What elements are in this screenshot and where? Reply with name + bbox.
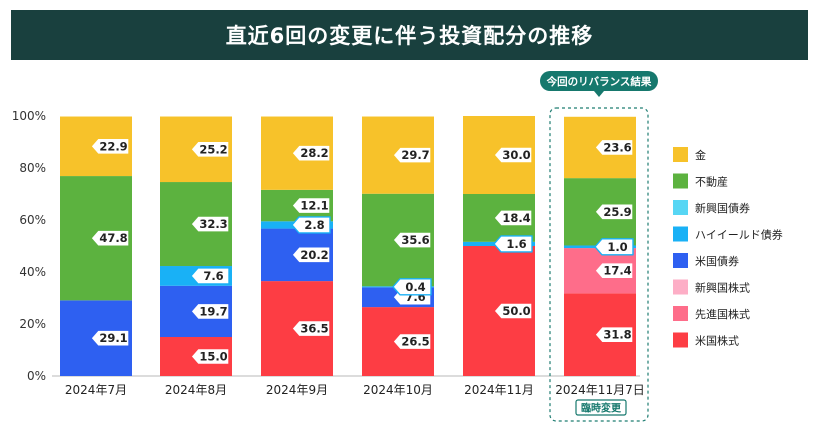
data-label-box <box>90 229 130 247</box>
data-label-box <box>392 231 432 249</box>
legend-label: ハイイールド債券 <box>695 228 783 242</box>
y-tick-label: 100% <box>12 109 46 123</box>
data-label: 25.9 <box>603 205 631 219</box>
data-label: 30.0 <box>502 148 530 162</box>
legend-swatch <box>673 147 688 162</box>
data-label-box <box>190 302 230 321</box>
data-label: 29.1 <box>99 331 127 345</box>
x-tick-label: 2024年11月 <box>464 383 534 397</box>
data-label-box <box>594 262 634 280</box>
data-label: 26.5 <box>401 335 429 349</box>
data-label-box <box>190 347 230 366</box>
data-label: 29.7 <box>401 148 429 162</box>
data-label: 50.0 <box>502 304 530 318</box>
legend-swatch <box>673 226 688 242</box>
legend-swatch <box>673 279 688 295</box>
data-label: 25.2 <box>199 142 227 156</box>
data-label: 22.9 <box>99 139 127 153</box>
legend-label: 新興国株式 <box>695 281 750 295</box>
y-tick-label: 20% <box>19 317 46 331</box>
data-label-box <box>291 319 331 338</box>
data-label: 7.6 <box>203 269 223 283</box>
legend-swatch <box>673 200 688 215</box>
data-label: 0.4 <box>405 280 425 294</box>
legend-swatch <box>673 332 688 348</box>
legend-swatch <box>673 253 688 268</box>
callout-pointer <box>594 91 604 97</box>
legend-label: 新興国債券 <box>695 201 750 215</box>
legend-label: 米国債券 <box>695 254 739 268</box>
y-tick-label: 80% <box>19 161 46 175</box>
data-label: 31.8 <box>603 328 631 342</box>
highlight-box <box>549 107 649 422</box>
data-label: 47.8 <box>99 231 127 245</box>
data-label-box <box>493 209 533 227</box>
data-label-box <box>190 215 230 233</box>
data-label-box <box>594 238 634 256</box>
callout-text: 今回のリバランス結果 <box>546 75 652 88</box>
badge-box <box>575 399 627 416</box>
data-label: 1.0 <box>607 240 627 254</box>
x-tick-label: 2024年10月 <box>363 383 433 397</box>
data-label-box <box>291 196 331 215</box>
data-label-box <box>493 302 533 320</box>
data-label-box <box>493 235 533 253</box>
x-tick-label: 2024年7月 <box>65 383 127 397</box>
data-label: 17.4 <box>603 264 631 278</box>
y-tick-label: 0% <box>27 369 46 383</box>
data-label: 12.1 <box>300 199 328 213</box>
callout-pill <box>540 71 658 91</box>
data-label-box <box>190 267 230 285</box>
legend-swatch <box>673 306 688 321</box>
legend-label: 金 <box>695 148 706 162</box>
data-label-box <box>392 278 432 296</box>
legend-label: 米国株式 <box>695 334 739 348</box>
data-label: 15.0 <box>199 350 227 364</box>
data-label: 28.2 <box>300 146 328 160</box>
data-label-box <box>594 138 634 157</box>
data-label: 19.7 <box>199 304 227 318</box>
data-label: 1.6 <box>506 237 526 251</box>
data-label-box <box>291 216 331 234</box>
legend-swatch <box>673 173 688 189</box>
legend-label: 先進国株式 <box>695 307 750 321</box>
data-label-box <box>493 146 533 164</box>
data-label: 32.3 <box>199 217 227 231</box>
data-label-box <box>594 203 634 221</box>
data-label-box <box>594 325 634 344</box>
data-label-box <box>90 137 130 155</box>
badge-text: 臨時変更 <box>581 402 622 415</box>
data-label-box <box>392 146 432 164</box>
data-label-box <box>392 332 432 351</box>
x-tick-label: 2024年9月 <box>266 383 328 397</box>
data-label: 2.8 <box>304 218 324 232</box>
data-label: 35.6 <box>401 233 429 247</box>
data-label-box <box>190 140 230 158</box>
y-tick-label: 60% <box>19 213 46 227</box>
chart-title: 直近6回の変更に伴う投資配分の推移 <box>11 10 808 60</box>
x-tick-label: 2024年8月 <box>165 383 227 397</box>
data-label-box <box>291 144 331 162</box>
data-label-box <box>291 246 331 264</box>
legend-label: 不動産 <box>695 175 728 189</box>
x-tick-label: 2024年11月7日 <box>555 383 644 397</box>
y-tick-label: 40% <box>19 265 46 279</box>
data-label: 18.4 <box>502 211 530 225</box>
data-label: 23.6 <box>603 140 631 154</box>
data-label: 20.2 <box>300 248 328 262</box>
data-label: 36.5 <box>300 322 328 336</box>
data-label-box <box>90 329 130 347</box>
